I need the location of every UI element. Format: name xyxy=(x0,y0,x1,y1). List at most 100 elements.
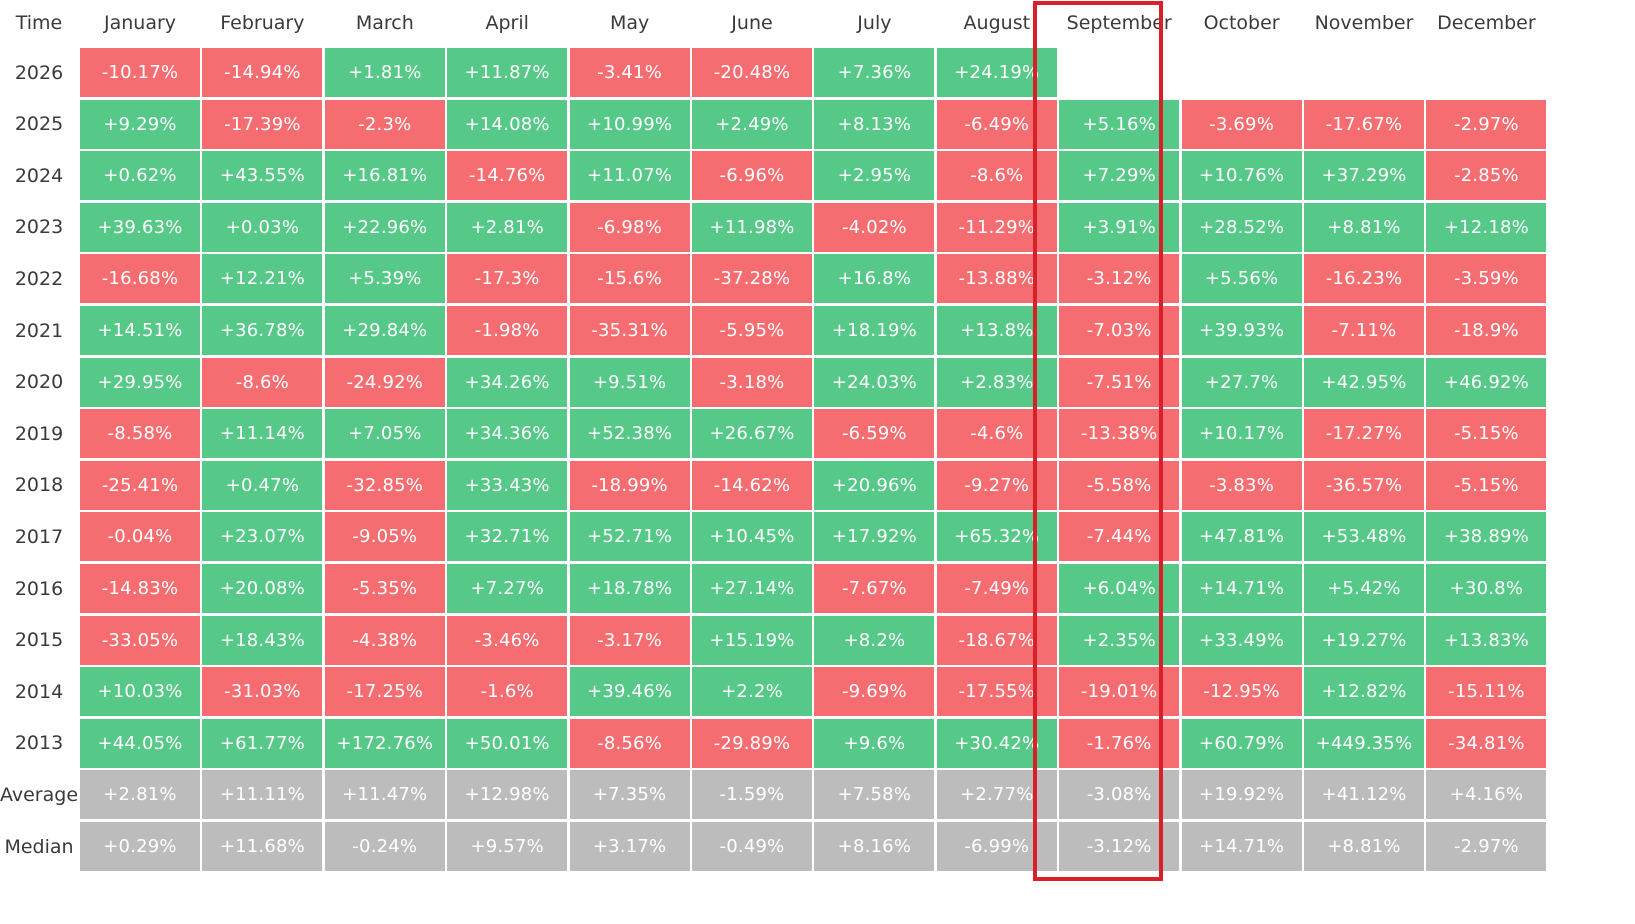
table-cell-2021-august: +13.8% xyxy=(936,306,1057,355)
row-label-2015: 2015 xyxy=(14,629,64,652)
table-cell-2014-may: +39.46% xyxy=(569,667,690,717)
table-cell-2021-september: -7.03% xyxy=(1059,306,1180,355)
table-cell-2019-november: -17.27% xyxy=(1304,409,1424,459)
table-cell-2019-january: -8.58% xyxy=(80,409,200,459)
table-cell-2017-march: -9.05% xyxy=(324,512,445,562)
table-cell-2022-march: +5.39% xyxy=(324,254,445,304)
table-cell-2017-april: +32.71% xyxy=(447,512,568,562)
table-cell-2025-august: -6.49% xyxy=(936,99,1057,149)
table-cell-2025-july: +8.13% xyxy=(814,99,935,149)
table-cell-2025-january: +9.29% xyxy=(80,99,200,149)
table-cell-2022-september: -3.12% xyxy=(1059,254,1180,304)
column-header-july: July xyxy=(857,12,892,34)
table-cell-2023-april: +2.81% xyxy=(447,202,568,252)
table-cell-2014-july: -9.69% xyxy=(814,667,935,717)
table-cell-2024-january: +0.62% xyxy=(80,151,200,201)
table-cell-2013-april: +50.01% xyxy=(447,718,568,768)
table-cell-average-august: +2.77% xyxy=(936,770,1057,820)
table-cell-2017-october: +47.81% xyxy=(1181,512,1302,562)
table-cell-2022-october: +5.56% xyxy=(1181,254,1302,304)
table-cell-2022-june: -37.28% xyxy=(692,254,812,304)
table-cell-2021-january: +14.51% xyxy=(80,306,200,355)
table-cell-2026-august: +24.19% xyxy=(936,48,1057,97)
table-cell-2025-june: +2.49% xyxy=(692,99,812,149)
table-cell-2025-november: -17.67% xyxy=(1304,99,1424,149)
table-cell-2023-january: +39.63% xyxy=(80,202,200,252)
table-cell-2022-february: +12.21% xyxy=(202,254,323,304)
table-cell-2023-december: +12.18% xyxy=(1426,202,1547,252)
table-cell-2018-december: -5.15% xyxy=(1426,460,1547,510)
table-cell-2025-september: +5.16% xyxy=(1059,99,1180,149)
table-cell-2019-may: +52.38% xyxy=(569,409,690,459)
table-cell-2022-december: -3.59% xyxy=(1426,254,1547,304)
table-cell-2020-december: +46.92% xyxy=(1426,357,1547,407)
table-cell-2016-january: -14.83% xyxy=(80,564,200,613)
table-cell-2020-november: +42.95% xyxy=(1304,357,1424,407)
column-header-september: September xyxy=(1066,12,1172,34)
table-cell-2016-december: +30.8% xyxy=(1426,564,1547,613)
table-cell-median-september: -3.12% xyxy=(1059,822,1180,871)
table-cell-2021-november: -7.11% xyxy=(1304,306,1424,355)
column-header-february: February xyxy=(220,12,305,34)
table-cell-2014-august: -17.55% xyxy=(936,667,1057,717)
table-cell-2026-february: -14.94% xyxy=(202,48,323,97)
table-cell-2023-july: -4.02% xyxy=(814,202,935,252)
table-cell-median-june: -0.49% xyxy=(692,822,812,871)
table-cell-2021-may: -35.31% xyxy=(569,306,690,355)
table-cell-2019-august: -4.6% xyxy=(936,409,1057,459)
table-cell-2024-july: +2.95% xyxy=(814,151,935,201)
table-cell-2026-july: +7.36% xyxy=(814,48,935,97)
table-cell-2016-march: -5.35% xyxy=(324,564,445,613)
table-cell-2013-september: -1.76% xyxy=(1059,718,1180,768)
table-cell-average-july: +7.58% xyxy=(814,770,935,820)
table-cell-2021-july: +18.19% xyxy=(814,306,935,355)
row-label-2017: 2017 xyxy=(14,525,64,548)
table-cell-2026-march: +1.81% xyxy=(324,48,445,97)
table-cell-2020-may: +9.51% xyxy=(569,357,690,407)
table-cell-2014-december: -15.11% xyxy=(1426,667,1547,717)
table-cell-2023-march: +22.96% xyxy=(324,202,445,252)
row-label-2016: 2016 xyxy=(14,577,64,600)
table-cell-2017-september: -7.44% xyxy=(1059,512,1180,562)
column-header-october: October xyxy=(1203,12,1280,34)
table-cell-2022-november: -16.23% xyxy=(1304,254,1424,304)
table-cell-2022-july: +16.8% xyxy=(814,254,935,304)
table-cell-2013-february: +61.77% xyxy=(202,718,323,768)
row-label-2022: 2022 xyxy=(14,267,64,290)
table-cell-2021-march: +29.84% xyxy=(324,306,445,355)
table-cell-2025-april: +14.08% xyxy=(447,99,568,149)
table-cell-2024-april: -14.76% xyxy=(447,151,568,201)
table-cell-2024-october: +10.76% xyxy=(1181,151,1302,201)
table-cell-2013-november: +449.35% xyxy=(1304,718,1424,768)
table-cell-2026-january: -10.17% xyxy=(80,48,200,97)
table-cell-2020-february: -8.6% xyxy=(202,357,323,407)
table-cell-2014-june: +2.2% xyxy=(692,667,812,717)
table-cell-2020-july: +24.03% xyxy=(814,357,935,407)
table-cell-2020-january: +29.95% xyxy=(80,357,200,407)
table-cell-2015-november: +19.27% xyxy=(1304,615,1424,665)
table-cell-2015-april: -3.46% xyxy=(447,615,568,665)
column-header-november: November xyxy=(1314,12,1414,34)
table-cell-2013-october: +60.79% xyxy=(1181,718,1302,768)
row-label-average: Average xyxy=(0,783,79,806)
table-cell-average-february: +11.11% xyxy=(202,770,323,820)
table-cell-2021-june: -5.95% xyxy=(692,306,812,355)
table-cell-2023-october: +28.52% xyxy=(1181,202,1302,252)
table-cell-2016-february: +20.08% xyxy=(202,564,323,613)
table-cell-median-october: +14.71% xyxy=(1181,822,1302,871)
row-label-median: Median xyxy=(4,835,74,858)
table-cell-2013-march: +172.76% xyxy=(324,718,445,768)
table-cell-2025-february: -17.39% xyxy=(202,99,323,149)
table-cell-2018-april: +33.43% xyxy=(447,460,568,510)
table-cell-2023-august: -11.29% xyxy=(936,202,1057,252)
table-cell-2013-july: +9.6% xyxy=(814,718,935,768)
table-cell-2015-january: -33.05% xyxy=(80,615,200,665)
column-header-december: December xyxy=(1437,12,1536,34)
table-cell-2024-august: -8.6% xyxy=(936,151,1057,201)
table-cell-2016-october: +14.71% xyxy=(1181,564,1302,613)
table-cell-2013-december: -34.81% xyxy=(1426,718,1547,768)
table-cell-2014-november: +12.82% xyxy=(1304,667,1424,717)
table-cell-2019-february: +11.14% xyxy=(202,409,323,459)
table-cell-2015-september: +2.35% xyxy=(1059,615,1180,665)
